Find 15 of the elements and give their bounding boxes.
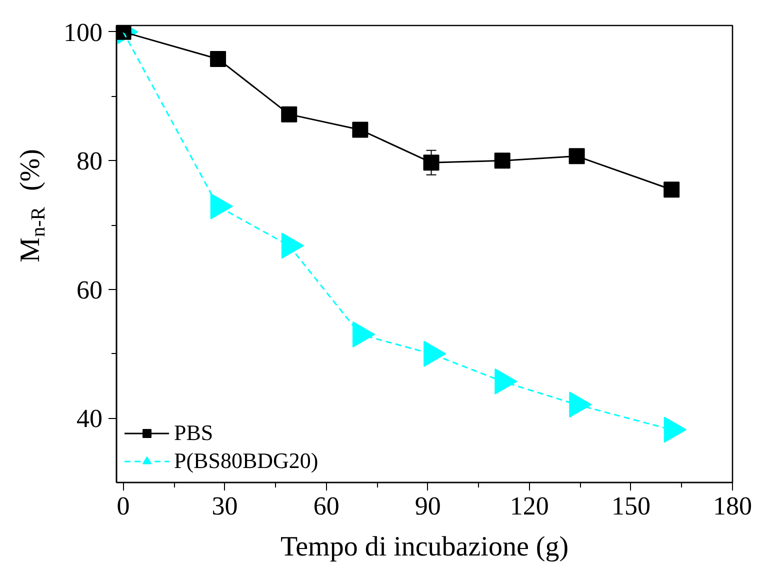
y-tick-label: 40 xyxy=(76,404,102,434)
x-tick-label: 60 xyxy=(313,492,340,520)
x-tick-label: 150 xyxy=(611,492,650,520)
x-tick-label: 90 xyxy=(414,492,441,520)
x-tick-label: 30 xyxy=(212,492,238,520)
x-tick-label: 180 xyxy=(713,492,752,520)
y-tick-label: 100 xyxy=(64,18,102,47)
legend-label: P(BS80BDG20) xyxy=(174,448,318,474)
legend-label: PBS xyxy=(174,420,214,446)
y-tick-label: 60 xyxy=(76,275,102,304)
y-axis-title: Mn-R (%) xyxy=(15,148,50,262)
x-axis-title: Tempo di incubazione (g) xyxy=(280,532,569,562)
x-tick-label: 0 xyxy=(116,492,130,520)
x-tick-label: 120 xyxy=(510,492,549,520)
y-tick-label: 80 xyxy=(76,146,102,176)
